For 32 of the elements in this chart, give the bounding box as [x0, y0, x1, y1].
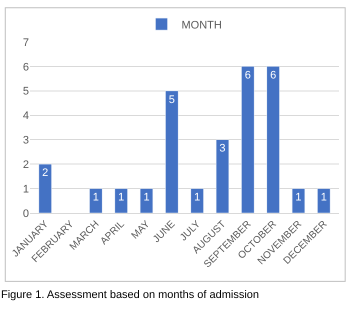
caption: Figure 1. Assessment based on months of admission — [1, 289, 260, 301]
data-label: 2 — [42, 167, 48, 180]
bar — [317, 188, 330, 213]
bar — [165, 90, 178, 213]
data-label: 1 — [320, 192, 327, 204]
data-label: 6 — [244, 69, 251, 82]
bar — [241, 66, 254, 213]
bar — [266, 66, 280, 213]
data-label: 5 — [168, 94, 175, 106]
y-tick-label: 4 — [22, 110, 29, 122]
y-tick-label: 5 — [22, 86, 29, 98]
data-label: 1 — [92, 192, 99, 204]
y-tick-label: 6 — [22, 61, 29, 74]
data-label: 1 — [194, 192, 200, 204]
bar — [292, 188, 306, 213]
y-tick-label: 3 — [22, 134, 29, 147]
data-label: 6 — [270, 69, 276, 82]
data-label: 1 — [295, 192, 302, 204]
data-label: 3 — [219, 142, 226, 155]
bar — [216, 139, 230, 213]
bar — [114, 188, 128, 213]
y-tick-label: 1 — [22, 183, 29, 196]
legend-label: MONTH — [182, 19, 222, 32]
bar — [140, 188, 154, 213]
data-label: 1 — [118, 192, 124, 204]
y-tick-label: 2 — [22, 158, 29, 171]
bar — [190, 188, 204, 213]
y-tick-label: 7 — [22, 36, 29, 49]
data-label: 1 — [143, 192, 150, 204]
y-tick-label: 0 — [22, 208, 29, 220]
bar — [89, 188, 102, 213]
bar — [38, 164, 52, 213]
